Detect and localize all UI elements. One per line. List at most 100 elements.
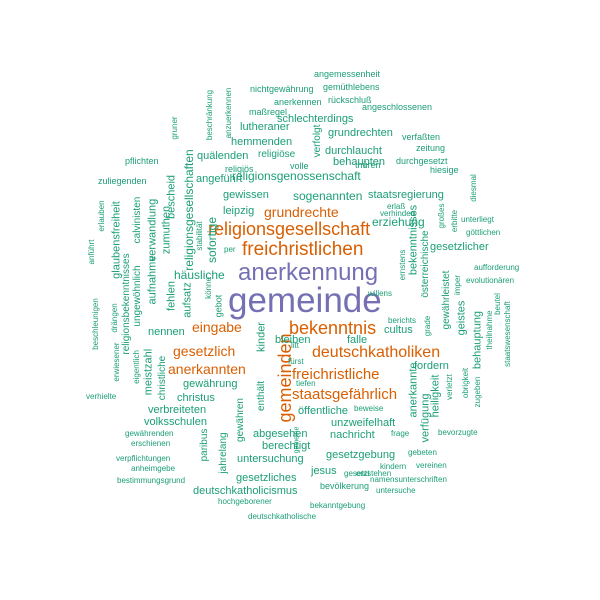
cloud-word: verletzt: [445, 374, 454, 400]
cloud-word: entstehen: [356, 469, 392, 478]
cloud-word: bevorzugte: [438, 428, 478, 437]
cloud-word: gebot: [213, 294, 224, 318]
cloud-word: gewähren: [235, 398, 246, 442]
cloud-word: freichristlichen: [242, 239, 364, 260]
cloud-word: beweise: [354, 404, 384, 413]
cloud-word: verhielte: [86, 392, 117, 401]
cloud-word: ungewöhnlich: [132, 265, 143, 327]
cloud-word: hiesige: [430, 165, 459, 175]
cloud-word: imper: [453, 274, 462, 296]
cloud-word: anheimgebe: [131, 464, 176, 473]
cloud-word: anerkennen: [274, 97, 322, 107]
cloud-word: gemeine: [293, 426, 301, 454]
cloud-word: religiös: [225, 164, 254, 174]
cloud-word: freichristliche: [292, 366, 380, 383]
cloud-word: erschienen: [131, 439, 171, 448]
cloud-word: frage: [391, 429, 410, 438]
cloud-word: maßregel: [249, 107, 288, 117]
cloud-word: gesetzlich: [173, 343, 236, 359]
cloud-word: kindern: [380, 462, 407, 471]
cloud-word: erlauben: [97, 200, 106, 232]
cloud-word: häusliche: [174, 268, 225, 282]
cloud-word: zeitung: [416, 143, 446, 153]
cloud-word: cultus: [384, 324, 413, 336]
cloud-word: bestimmungsgrund: [117, 476, 186, 485]
cloud-word: grundrechte: [264, 204, 339, 220]
cloud-word: nachricht: [330, 429, 375, 441]
cloud-word: fordern: [414, 360, 449, 372]
cloud-word: gemeinde: [228, 281, 382, 320]
cloud-word: verbreiteten: [148, 404, 207, 416]
cloud-word: beschränkung: [205, 89, 214, 141]
cloud-word: hochgeborener: [218, 497, 272, 506]
cloud-word: zuliegenden: [98, 176, 147, 186]
cloud-word: diesmal: [469, 174, 478, 202]
cloud-word: bescheid: [165, 174, 178, 220]
cloud-word: tiefen: [296, 379, 316, 388]
cloud-word: erziehung: [372, 215, 425, 229]
cloud-word: gesetzlicher: [430, 241, 489, 253]
cloud-word: christus: [177, 392, 215, 404]
cloud-word: heiligkeit: [429, 374, 442, 418]
cloud-word: gesetzliches: [236, 472, 297, 484]
cloud-word: behauptung: [471, 310, 484, 370]
cloud-word: lutheraner: [240, 121, 290, 133]
cloud-word: geistes: [455, 300, 468, 336]
cloud-word: göttlichen: [466, 228, 501, 237]
cloud-word: enthält: [256, 380, 267, 412]
cloud-word: pflichten: [125, 156, 159, 166]
cloud-word: unzweifelhaft: [331, 417, 396, 429]
cloud-word: rückschluß: [328, 95, 372, 105]
cloud-word: verfolgt: [312, 124, 323, 158]
cloud-word: religiöse: [258, 149, 296, 160]
cloud-word: religionsgesellschaften: [182, 149, 196, 271]
cloud-word: sogenannten: [293, 189, 363, 203]
cloud-word: ernstens: [398, 249, 407, 281]
cloud-word: gewährenden: [125, 429, 174, 438]
cloud-word: berechtigt: [262, 440, 311, 452]
cloud-word: verfügung: [419, 393, 432, 443]
cloud-word: beschleunigen: [91, 298, 100, 350]
cloud-word: abgesehen: [253, 428, 308, 440]
cloud-word: behaupten: [333, 156, 385, 168]
cloud-word: verfaßten: [402, 132, 441, 142]
cloud-word: durchgesetzt: [396, 156, 448, 166]
cloud-word: christliche: [157, 355, 168, 401]
cloud-word: religionsbekenntnisses: [121, 253, 132, 355]
cloud-word: gebeten: [408, 448, 437, 457]
cloud-word: anerkennung: [238, 259, 379, 286]
cloud-word: unterliegt: [461, 215, 494, 224]
cloud-word: sofortige: [205, 216, 219, 264]
cloud-word: gewährung: [183, 378, 238, 390]
cloud-word: schlechterdings: [277, 113, 354, 125]
cloud-word: aufforderung: [474, 263, 520, 272]
cloud-word: quälenden: [197, 150, 249, 162]
cloud-word: per: [224, 245, 236, 254]
cloud-word: obrigkeit: [461, 367, 470, 399]
cloud-word: verwandlung: [146, 198, 159, 262]
cloud-word: falle: [347, 334, 368, 346]
cloud-word: bleiben: [275, 334, 311, 346]
cloud-word: österreichische: [420, 230, 431, 298]
cloud-word: volle: [290, 161, 309, 171]
cloud-word: jahrelang: [218, 432, 229, 474]
cloud-word: deutschkatholische: [248, 512, 317, 521]
cloud-word: eigentlich: [132, 350, 141, 384]
cloud-word: deutschkatholiken: [312, 344, 441, 361]
cloud-word: nennen: [148, 326, 185, 338]
cloud-word: grade: [423, 315, 432, 337]
cloud-word: aufnahme: [146, 255, 159, 305]
cloud-word: beutel: [493, 293, 502, 315]
cloud-word: staatsgefährlich: [292, 386, 398, 403]
cloud-word: religionsgenossenschaft: [232, 169, 361, 183]
cloud-word: untersuche: [376, 486, 416, 495]
cloud-word: hemmenden: [231, 136, 293, 148]
cloud-word: erwiesener: [112, 342, 121, 382]
cloud-word: berichts: [388, 316, 417, 325]
cloud-word: volksschulen: [144, 416, 207, 428]
cloud-word: gewährleistet: [441, 270, 452, 330]
cloud-word: jesus: [311, 465, 337, 477]
cloud-word: eingabe: [192, 319, 242, 335]
cloud-word: verpflichtungen: [116, 454, 171, 463]
